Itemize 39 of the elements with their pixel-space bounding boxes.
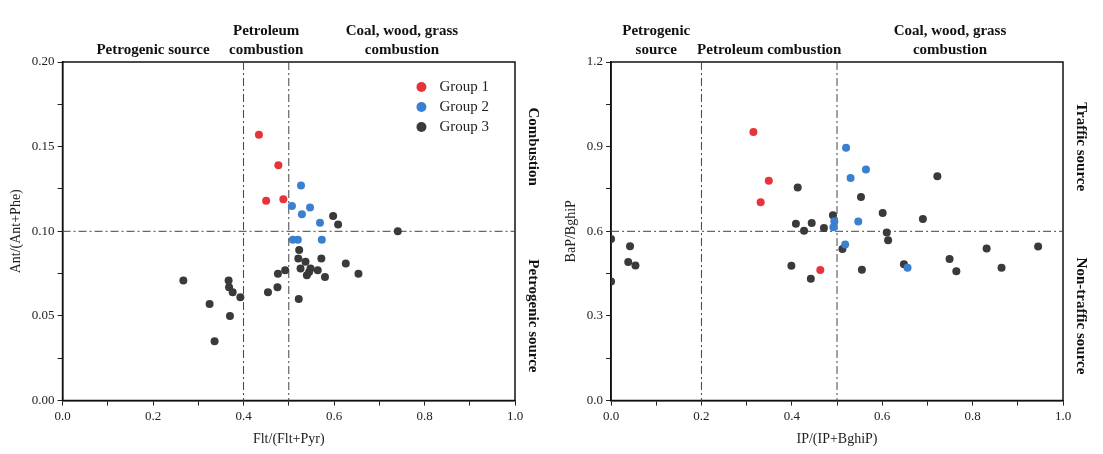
text: Petrogenic source — [622, 22, 691, 57]
y-tick-label: 0.00 — [31, 392, 55, 408]
text: Traffic source — [1074, 102, 1091, 192]
y-tick-label: 1.2 — [586, 53, 604, 69]
y-axis-title: Ant/(Ant+Phe) — [8, 188, 25, 274]
y-tick-label: 0.0 — [586, 392, 604, 408]
x-tick-label: 0.6 — [874, 407, 891, 423]
y-axis-title: BaP/BghiP — [563, 199, 579, 263]
x-tick-label: 0.6 — [325, 407, 343, 423]
text: Petrogenic source — [96, 41, 210, 57]
y-tick-label: 0.9 — [586, 138, 604, 154]
x-tick-label: 0.8 — [964, 407, 981, 423]
x-axis-title: IP/(IP+BghiP) — [796, 431, 878, 448]
text: Combustion — [526, 107, 543, 187]
y-tick-label: 0.6 — [586, 222, 604, 238]
x-tick-label: 1.0 — [506, 407, 524, 423]
text: Petrogenic source — [526, 259, 543, 373]
x-tick-label: 1.0 — [1054, 407, 1072, 423]
y-tick-label: 0.3 — [586, 307, 604, 323]
x-axis-title: Flt/(Flt+Pyr) — [252, 431, 325, 448]
x-tick-label: 0.4 — [235, 407, 253, 423]
text: Non-traffic source — [1074, 257, 1091, 375]
x-tick-label: 0.2 — [144, 407, 162, 423]
legend-label: Group 3 — [439, 117, 489, 134]
y-tick-label: 0.10 — [31, 222, 55, 238]
text: Coal, wood, grass combustion — [345, 22, 459, 57]
x-tick-label: 0.2 — [693, 407, 710, 423]
y-tick-label: 0.15 — [31, 138, 55, 154]
x-tick-label: 0.4 — [783, 407, 801, 423]
legend-label: Group 2 — [439, 97, 489, 114]
text: Petroleum combustion — [697, 41, 843, 57]
y-tick-label: 0.05 — [31, 307, 55, 323]
x-tick-label: 0.8 — [416, 407, 433, 423]
x-tick-label: 0.0 — [54, 407, 71, 423]
y-tick-label: 0.20 — [31, 53, 55, 69]
x-tick-label: 0.0 — [602, 407, 620, 423]
legend-label: Group 1 — [439, 77, 489, 94]
text: Coal, wood, grass combustion — [893, 22, 1007, 57]
text: Petroleum combustion — [229, 22, 304, 57]
